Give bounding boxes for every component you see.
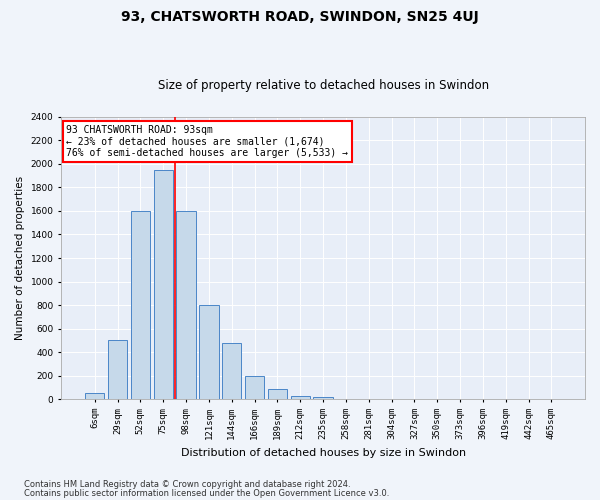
- Bar: [154, 170, 173, 400]
- Bar: [108, 340, 127, 400]
- Bar: [313, 397, 333, 400]
- Bar: [290, 396, 310, 400]
- Bar: [336, 398, 356, 400]
- Y-axis label: Number of detached properties: Number of detached properties: [15, 176, 25, 340]
- Bar: [222, 344, 241, 400]
- Bar: [131, 211, 150, 400]
- Text: 93, CHATSWORTH ROAD, SWINDON, SN25 4UJ: 93, CHATSWORTH ROAD, SWINDON, SN25 4UJ: [121, 10, 479, 24]
- Text: 93 CHATSWORTH ROAD: 93sqm
← 23% of detached houses are smaller (1,674)
76% of se: 93 CHATSWORTH ROAD: 93sqm ← 23% of detac…: [67, 126, 349, 158]
- Bar: [85, 394, 104, 400]
- Text: Contains HM Land Registry data © Crown copyright and database right 2024.: Contains HM Land Registry data © Crown c…: [24, 480, 350, 489]
- Bar: [245, 376, 264, 400]
- Bar: [176, 211, 196, 400]
- Title: Size of property relative to detached houses in Swindon: Size of property relative to detached ho…: [158, 79, 488, 92]
- Bar: [268, 388, 287, 400]
- Text: Contains public sector information licensed under the Open Government Licence v3: Contains public sector information licen…: [24, 488, 389, 498]
- Bar: [199, 305, 218, 400]
- X-axis label: Distribution of detached houses by size in Swindon: Distribution of detached houses by size …: [181, 448, 466, 458]
